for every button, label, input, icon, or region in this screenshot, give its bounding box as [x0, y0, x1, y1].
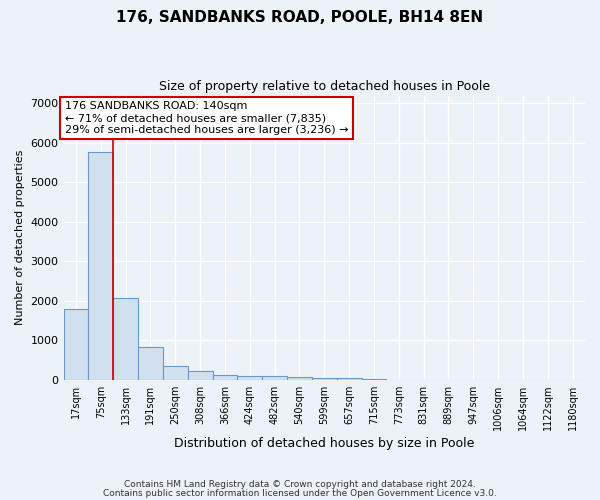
Bar	[262, 376, 287, 380]
Bar	[188, 372, 212, 380]
Bar	[312, 378, 337, 380]
Y-axis label: Number of detached properties: Number of detached properties	[15, 150, 25, 326]
Bar	[113, 298, 138, 380]
Bar	[238, 376, 262, 380]
Title: Size of property relative to detached houses in Poole: Size of property relative to detached ho…	[159, 80, 490, 93]
Bar	[163, 366, 188, 380]
Bar	[212, 374, 238, 380]
Bar	[287, 378, 312, 380]
Bar	[362, 378, 386, 380]
Bar	[88, 152, 113, 380]
Bar	[138, 348, 163, 380]
Text: 176 SANDBANKS ROAD: 140sqm
← 71% of detached houses are smaller (7,835)
29% of s: 176 SANDBANKS ROAD: 140sqm ← 71% of deta…	[65, 102, 348, 134]
Bar	[337, 378, 362, 380]
Text: 176, SANDBANKS ROAD, POOLE, BH14 8EN: 176, SANDBANKS ROAD, POOLE, BH14 8EN	[116, 10, 484, 25]
Text: Contains HM Land Registry data © Crown copyright and database right 2024.: Contains HM Land Registry data © Crown c…	[124, 480, 476, 489]
Bar	[64, 310, 88, 380]
Text: Contains public sector information licensed under the Open Government Licence v3: Contains public sector information licen…	[103, 489, 497, 498]
X-axis label: Distribution of detached houses by size in Poole: Distribution of detached houses by size …	[174, 437, 475, 450]
